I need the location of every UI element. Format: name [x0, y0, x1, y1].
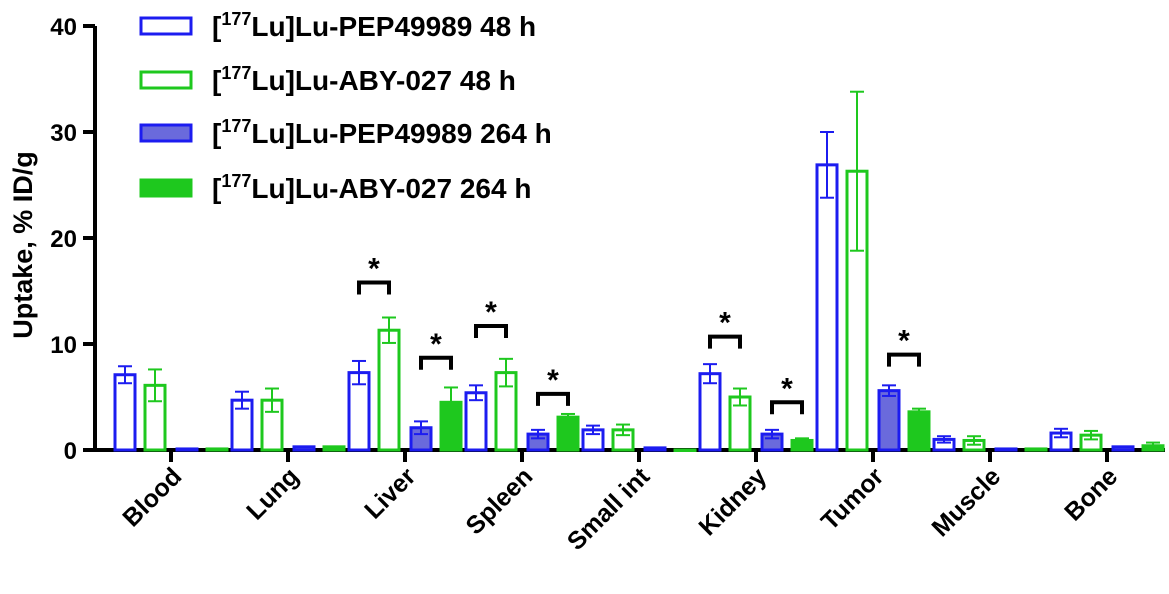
bar [815, 163, 839, 452]
category-label: Muscle [927, 462, 1007, 542]
y-tick-label: 20 [50, 226, 77, 253]
bar [907, 410, 931, 452]
legend-swatch [139, 70, 193, 90]
significance-bracket [770, 400, 804, 415]
category-label: Tumor [816, 462, 890, 536]
legend-swatch [139, 16, 193, 36]
bar [698, 372, 722, 452]
legend-label: [177Lu]Lu-PEP49989 48 h [212, 9, 536, 42]
significance-star: * [547, 364, 559, 397]
y-tick-label: 0 [64, 438, 77, 465]
category-label: Blood [117, 462, 187, 532]
bars [113, 90, 1165, 452]
y-tick-label: 10 [50, 332, 77, 359]
bar [556, 415, 580, 452]
y-axis-label: Uptake, % ID/g [8, 151, 38, 339]
category-label: Small int [562, 462, 656, 556]
significance-star: * [719, 307, 731, 340]
bar [175, 447, 199, 452]
legend: [177Lu]Lu-PEP49989 48 h [177Lu]Lu-ABY-027… [139, 9, 552, 204]
legend-swatch [139, 123, 193, 143]
bar [205, 447, 229, 452]
category-label: Kidney [693, 462, 772, 541]
significance-star: * [368, 253, 380, 286]
significance-star: * [485, 296, 497, 329]
bar [292, 445, 316, 452]
bar [994, 447, 1018, 452]
bar [377, 328, 401, 452]
significance-markers: * * * * * * * [357, 253, 921, 415]
bar [322, 445, 346, 452]
bar [643, 446, 667, 452]
category-label: Bone [1059, 462, 1123, 526]
significance-bracket [708, 334, 742, 349]
bar [464, 391, 488, 452]
category-label: Liver [359, 462, 421, 524]
significance-bracket [536, 391, 570, 406]
bar [1024, 447, 1048, 452]
legend-label: [177Lu]Lu-ABY-027 48 h [212, 63, 516, 96]
category-label: Lung [241, 462, 304, 525]
category-label: Spleen [460, 462, 538, 540]
y-tick-label: 40 [50, 14, 77, 41]
legend-swatch [139, 178, 193, 198]
significance-star: * [781, 372, 793, 405]
significance-star: * [898, 325, 910, 358]
bar [673, 448, 697, 452]
bar [877, 389, 901, 452]
bar [1111, 445, 1135, 452]
legend-label: [177Lu]Lu-ABY-027 264 h [212, 171, 531, 204]
significance-bracket [419, 355, 453, 370]
legend-label: [177Lu]Lu-PEP49989 264 h [212, 116, 552, 149]
y-tick-label: 30 [50, 120, 77, 147]
bar [113, 373, 137, 452]
significance-bracket [474, 323, 508, 338]
significance-star: * [430, 328, 442, 361]
significance-bracket [357, 280, 391, 295]
significance-bracket [887, 352, 921, 367]
